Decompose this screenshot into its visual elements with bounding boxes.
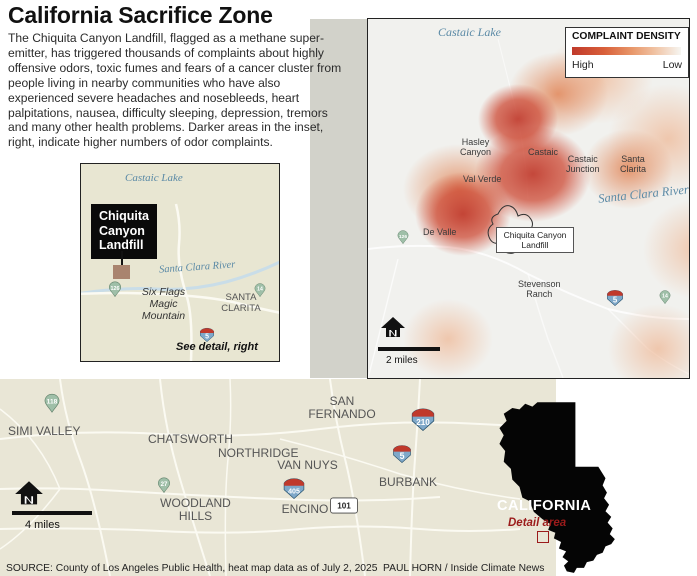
svg-text:5: 5 — [400, 451, 405, 461]
svg-text:5: 5 — [613, 295, 618, 304]
svg-text:27: 27 — [161, 481, 168, 488]
svg-text:14: 14 — [257, 286, 263, 292]
svg-text:126: 126 — [111, 286, 120, 292]
svg-text:5: 5 — [205, 334, 209, 341]
svg-text:210: 210 — [416, 418, 430, 427]
svg-text:126: 126 — [399, 234, 407, 240]
svg-text:14: 14 — [662, 293, 668, 299]
svg-text:118: 118 — [47, 399, 58, 406]
svg-text:101: 101 — [337, 501, 351, 510]
svg-text:405: 405 — [288, 489, 300, 496]
